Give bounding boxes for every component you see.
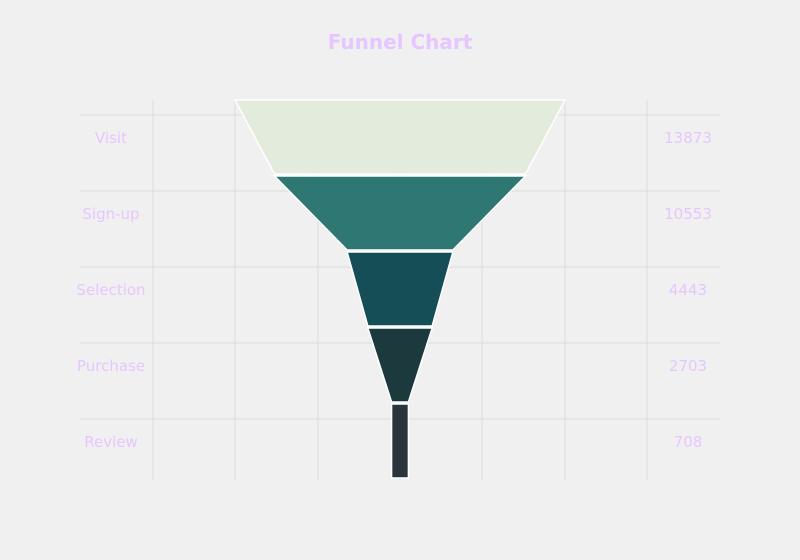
stage-value: 13873 <box>664 129 712 147</box>
stage-label: Sign-up <box>82 205 139 223</box>
funnel-bar-visit <box>233 99 567 175</box>
stage-value: 2703 <box>669 357 707 375</box>
stage-label: Purchase <box>77 357 145 375</box>
funnel-bars <box>233 99 567 479</box>
stage-value: 708 <box>674 433 703 451</box>
stage-label: Visit <box>95 129 127 147</box>
chart-title: Funnel Chart <box>327 30 473 54</box>
stage-label: Review <box>84 433 138 451</box>
funnel-bar-purchase <box>366 327 434 403</box>
funnel-bar-review <box>390 403 410 479</box>
funnel-bar-sign-up <box>272 175 528 251</box>
stage-value: 10553 <box>664 205 712 223</box>
stage-label: Selection <box>76 281 145 299</box>
funnel-labels: Visit 13873 Sign-up 10553 Selection 4443 Purch… <box>76 129 711 451</box>
stage-value: 4443 <box>669 281 707 299</box>
funnel-bar-selection <box>346 251 454 327</box>
